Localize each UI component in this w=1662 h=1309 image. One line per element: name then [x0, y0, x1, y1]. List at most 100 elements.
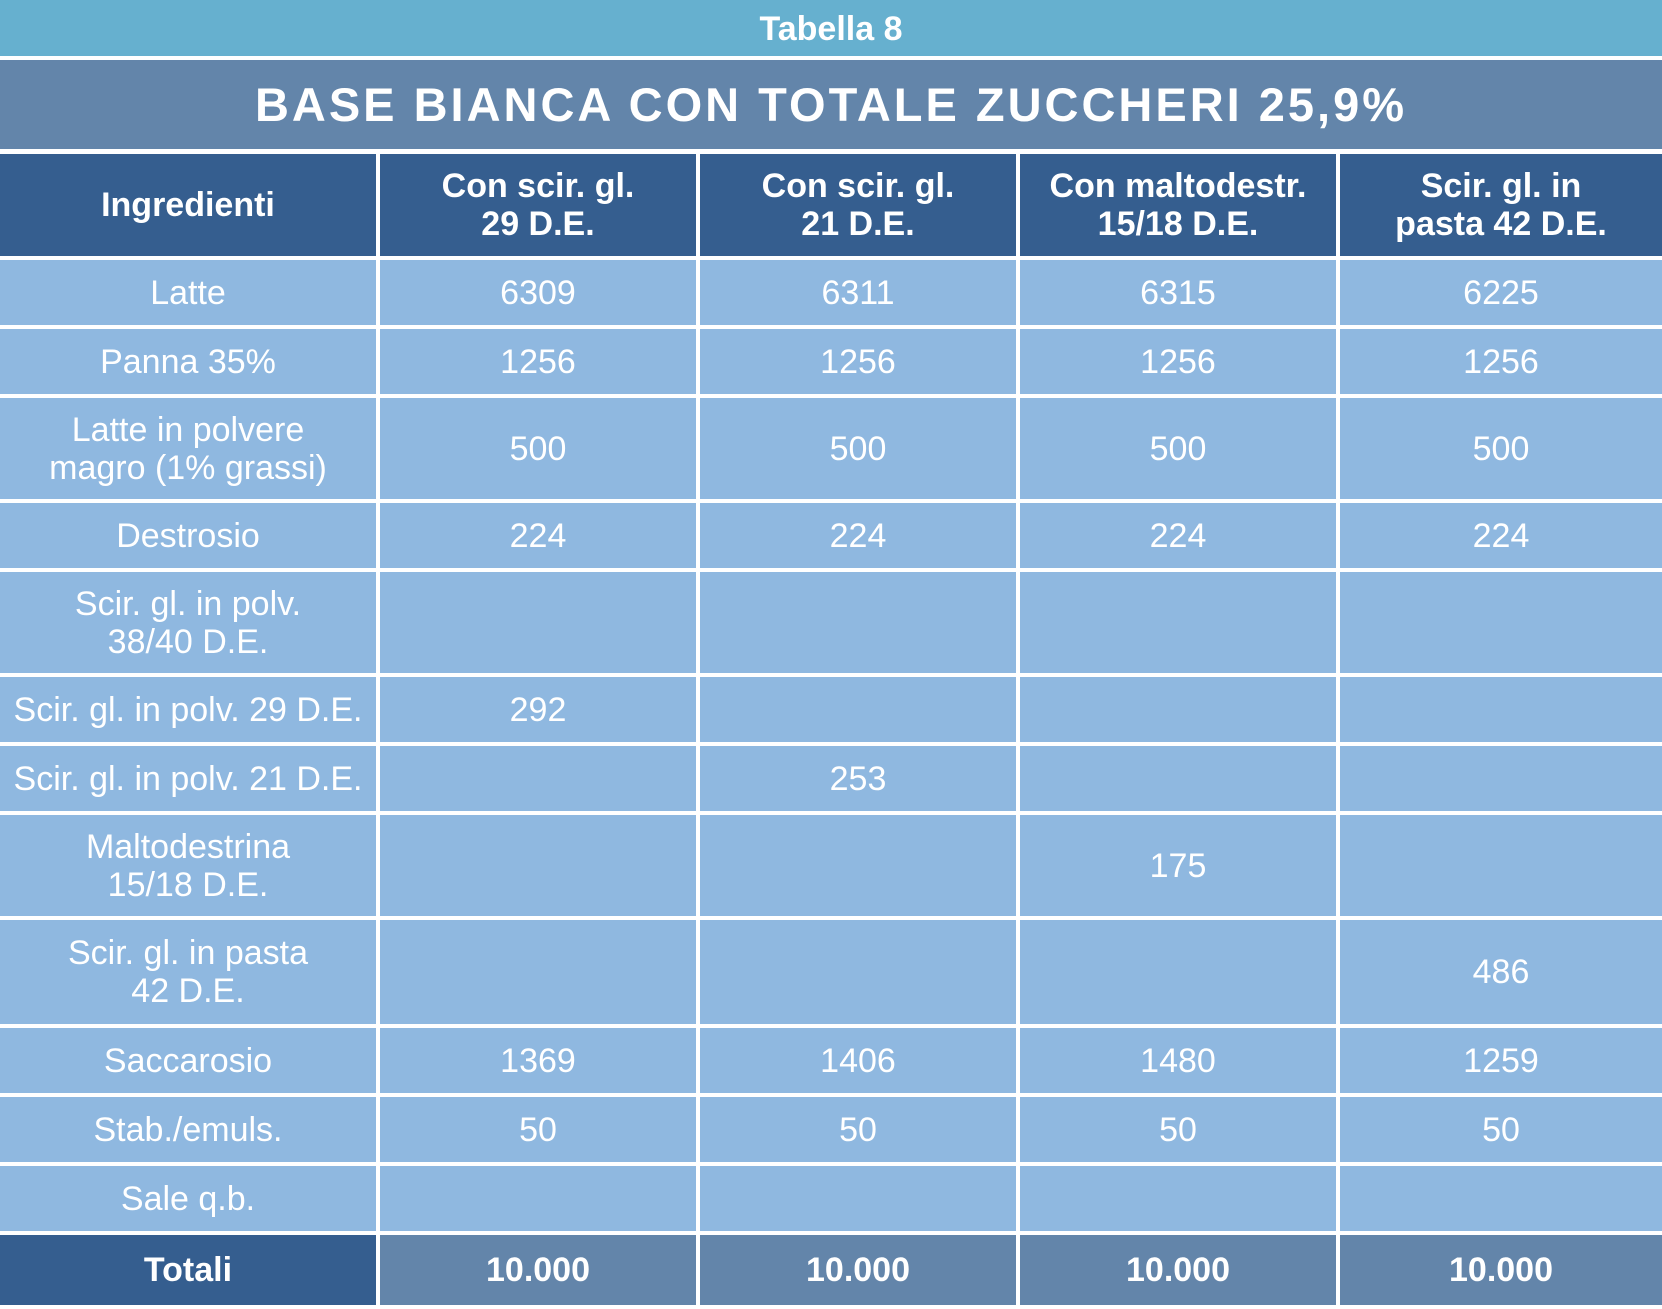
table-row-latte-in-polvere: Latte in polvere magro (1% grassi) 500 5… [0, 394, 1662, 503]
header-line: Con maltodestr. [1049, 167, 1307, 205]
value-cell: 500 [1016, 394, 1340, 503]
table-row-scir-polv-21: Scir. gl. in polv. 21 D.E. 253 [0, 742, 1662, 815]
value-cell: 500 [376, 394, 700, 503]
value-cell [1336, 568, 1662, 677]
table-header-row: Ingredienti Con scir. gl. 29 D.E. Con sc… [0, 150, 1662, 260]
ingredient-label: Sale q.b. [0, 1162, 380, 1235]
total-value: 10.000 [1336, 1231, 1662, 1309]
value-cell: 1256 [1336, 325, 1662, 398]
value-cell [1016, 916, 1340, 1028]
value-cell: 1259 [1336, 1024, 1662, 1097]
value-cell: 1256 [696, 325, 1020, 398]
value-cell [1336, 811, 1662, 920]
value-cell: 224 [376, 499, 700, 572]
table-row-destrosio: Destrosio 224 224 224 224 [0, 499, 1662, 572]
value-cell: 50 [1336, 1093, 1662, 1166]
header-line: 15/18 D.E. [1097, 205, 1259, 243]
value-cell [376, 568, 700, 677]
header-column-4: Scir. gl. in pasta 42 D.E. [1336, 150, 1662, 260]
table-row-scir-polv-38-40: Scir. gl. in polv. 38/40 D.E. [0, 568, 1662, 677]
value-cell: 50 [376, 1093, 700, 1166]
header-column-3: Con maltodestr. 15/18 D.E. [1016, 150, 1340, 260]
total-value: 10.000 [696, 1231, 1020, 1309]
value-cell: 50 [1016, 1093, 1340, 1166]
value-cell [1016, 673, 1340, 746]
header-line: Con scir. gl. [441, 167, 635, 205]
header-column-2: Con scir. gl. 21 D.E. [696, 150, 1020, 260]
value-cell: 1406 [696, 1024, 1020, 1097]
header-line: 21 D.E. [801, 205, 915, 243]
table-row-maltodestrina: Maltodestrina 15/18 D.E. 175 [0, 811, 1662, 920]
value-cell: 50 [696, 1093, 1020, 1166]
value-cell [1336, 1162, 1662, 1235]
label-line: 15/18 D.E. [107, 865, 269, 904]
total-value: 10.000 [376, 1231, 700, 1309]
header-line: Con scir. gl. [761, 167, 955, 205]
totals-row: Totali 10.000 10.000 10.000 10.000 [0, 1231, 1662, 1309]
header-line: Scir. gl. in [1420, 167, 1582, 205]
ingredients-table: Ingredienti Con scir. gl. 29 D.E. Con sc… [0, 150, 1662, 1309]
table-row-scir-polv-29: Scir. gl. in polv. 29 D.E. 292 [0, 673, 1662, 746]
value-cell [1016, 1162, 1340, 1235]
value-cell [696, 673, 1020, 746]
table-row-sale: Sale q.b. [0, 1162, 1662, 1235]
table-label: Tabella 8 [0, 0, 1662, 58]
value-cell: 1256 [1016, 325, 1340, 398]
value-cell: 224 [1016, 499, 1340, 572]
value-cell [1336, 742, 1662, 815]
table-row-scir-pasta-42: Scir. gl. in pasta 42 D.E. 486 [0, 916, 1662, 1028]
label-line: Scir. gl. in polv. 21 D.E. [13, 759, 363, 798]
label-line: Destrosio [116, 516, 260, 555]
value-cell: 292 [376, 673, 700, 746]
ingredient-label: Scir. gl. in polv. 38/40 D.E. [0, 568, 380, 677]
value-cell: 253 [696, 742, 1020, 815]
value-cell [376, 811, 700, 920]
value-cell: 224 [696, 499, 1020, 572]
value-cell [1336, 673, 1662, 746]
label-line: Panna 35% [100, 342, 276, 381]
ingredient-label: Maltodestrina 15/18 D.E. [0, 811, 380, 920]
value-cell: 1256 [376, 325, 700, 398]
label-line: 38/40 D.E. [107, 622, 269, 661]
value-cell: 6309 [376, 256, 700, 329]
ingredient-label: Scir. gl. in polv. 21 D.E. [0, 742, 380, 815]
value-cell: 1480 [1016, 1024, 1340, 1097]
ingredient-label: Saccarosio [0, 1024, 380, 1097]
value-cell: 224 [1336, 499, 1662, 572]
label-line: Saccarosio [103, 1041, 273, 1080]
label-line: Stab./emuls. [93, 1110, 283, 1149]
value-cell [696, 916, 1020, 1028]
value-cell [696, 811, 1020, 920]
value-cell: 6225 [1336, 256, 1662, 329]
total-value: 10.000 [1016, 1231, 1340, 1309]
header-ingredients: Ingredienti [0, 150, 380, 260]
value-cell: 500 [696, 394, 1020, 503]
divider [0, 56, 1662, 60]
ingredient-label: Scir. gl. in pasta 42 D.E. [0, 916, 380, 1028]
value-cell [376, 742, 700, 815]
label-line: Sale q.b. [120, 1179, 256, 1218]
ingredient-label: Latte in polvere magro (1% grassi) [0, 394, 380, 503]
ingredient-label: Stab./emuls. [0, 1093, 380, 1166]
value-cell: 6315 [1016, 256, 1340, 329]
label-line: Latte in polvere [71, 410, 305, 449]
ingredient-label: Latte [0, 256, 380, 329]
label-line: Latte [150, 273, 226, 312]
label-line: Maltodestrina [85, 827, 291, 866]
value-cell: 175 [1016, 811, 1340, 920]
header-line: 29 D.E. [481, 205, 595, 243]
label-line: 42 D.E. [131, 972, 245, 1010]
table-row-stab-emuls: Stab./emuls. 50 50 50 50 [0, 1093, 1662, 1166]
totals-label: Totali [0, 1231, 380, 1309]
table-row-saccarosio: Saccarosio 1369 1406 1480 1259 [0, 1024, 1662, 1097]
table-row-panna: Panna 35% 1256 1256 1256 1256 [0, 325, 1662, 398]
ingredient-label: Panna 35% [0, 325, 380, 398]
ingredient-label: Destrosio [0, 499, 380, 572]
label-line: magro (1% grassi) [49, 448, 327, 487]
value-cell [1016, 568, 1340, 677]
table-row-latte: Latte 6309 6311 6315 6225 [0, 256, 1662, 329]
label-line: Scir. gl. in polv. [74, 584, 302, 623]
header-line: pasta 42 D.E. [1395, 205, 1607, 243]
value-cell [696, 1162, 1020, 1235]
